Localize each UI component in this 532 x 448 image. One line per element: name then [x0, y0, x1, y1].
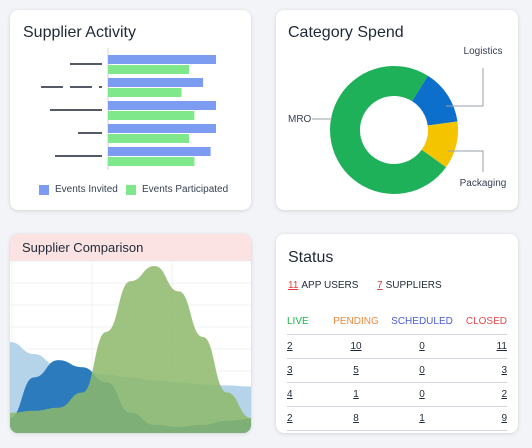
- status-table-header: LIVE PENDING SCHEDULED CLOSED: [287, 314, 507, 335]
- supplier-comparison-card: Supplier Comparison: [10, 234, 251, 433]
- table-row: 4 1 0 2: [287, 382, 507, 407]
- cell-scheduled[interactable]: 0: [385, 382, 459, 407]
- legend-swatch-participated: [126, 184, 136, 195]
- bar-events-invited: [108, 101, 216, 110]
- leader-line: [446, 68, 484, 107]
- cell-pending[interactable]: 8: [327, 406, 385, 431]
- suppliers-label: SUPPLIERS: [385, 280, 442, 291]
- slice-packaging: [421, 121, 458, 168]
- bar-events-participated: [108, 111, 195, 120]
- col-scheduled: SCHEDULED: [385, 314, 459, 335]
- cell-scheduled[interactable]: 0: [385, 334, 459, 359]
- cell-pending[interactable]: 10: [327, 334, 385, 359]
- legend-label-invited: Events Invited: [55, 184, 118, 195]
- supplier-comparison-chart: [10, 261, 251, 433]
- supplier-comparison-header: [10, 234, 251, 261]
- suppliers-count[interactable]: 7: [377, 280, 383, 291]
- cell-live[interactable]: 4: [287, 382, 327, 407]
- legend-events-invited: Events Invited: [39, 184, 118, 195]
- cell-closed[interactable]: 11: [459, 334, 507, 359]
- legend-swatch-invited: [39, 184, 49, 195]
- leader-line: [448, 150, 484, 172]
- slice-label-mro: MRO: [288, 114, 312, 125]
- cell-closed[interactable]: 2: [459, 382, 507, 407]
- supplier-comparison-title: Supplier Comparison: [22, 240, 144, 255]
- category-spend-card: Category Spend Logistics Packaging MRO: [276, 10, 518, 210]
- col-closed: CLOSED: [459, 314, 507, 335]
- status-card: Status 11 APP USERS 7 SUPPLIERS LIVE PENDI…: [276, 234, 518, 433]
- table-row: 2 8 1 9: [287, 406, 507, 431]
- slice-mro: [330, 66, 447, 195]
- supplier-activity-card: Supplier Activity Events Invited Events …: [10, 10, 251, 210]
- status-title: Status: [288, 249, 334, 266]
- bar-events-participated: [108, 157, 195, 166]
- col-live: LIVE: [287, 314, 327, 335]
- bar-events-invited: [108, 78, 204, 87]
- slice-label-logistics: Logistics: [464, 46, 503, 57]
- supplier-activity-chart: [41, 48, 216, 170]
- cell-live[interactable]: 2: [287, 406, 327, 431]
- bar-events-invited: [108, 147, 211, 156]
- category-spend-title: Category Spend: [288, 24, 404, 41]
- table-row: 2 10 0 11: [287, 334, 507, 359]
- cell-closed[interactable]: 9: [459, 406, 507, 431]
- summary-app-users[interactable]: 11 APP USERS: [288, 280, 358, 291]
- area-series-3: [10, 266, 251, 433]
- cell-scheduled[interactable]: 1: [385, 406, 459, 431]
- legend-events-participated: Events Participated: [126, 184, 228, 195]
- cell-live[interactable]: 2: [287, 334, 327, 359]
- summary-suppliers[interactable]: 7 SUPPLIERS: [377, 280, 442, 291]
- cell-pending[interactable]: 5: [327, 358, 385, 383]
- cell-pending[interactable]: 1: [327, 382, 385, 407]
- bar-events-participated: [108, 134, 189, 143]
- legend-label-participated: Events Participated: [142, 184, 229, 195]
- slice-label-packaging: Packaging: [460, 178, 507, 189]
- status-table: LIVE PENDING SCHEDULED CLOSED 2 10 0 11 …: [287, 314, 507, 431]
- slice-logistics: [412, 75, 458, 126]
- cell-scheduled[interactable]: 0: [385, 358, 459, 383]
- bar-events-invited: [108, 55, 216, 64]
- bar-events-invited: [108, 124, 216, 133]
- category-spend-chart: Logistics Packaging MRO: [288, 46, 507, 195]
- cell-closed[interactable]: 3: [459, 358, 507, 383]
- table-row: 3 5 0 3: [287, 358, 507, 383]
- supplier-activity-title: Supplier Activity: [23, 24, 136, 41]
- app-users-label: APP USERS: [301, 280, 359, 291]
- cell-live[interactable]: 3: [287, 358, 327, 383]
- bar-events-participated: [108, 65, 189, 74]
- app-users-count[interactable]: 11: [288, 280, 299, 291]
- col-pending: PENDING: [327, 314, 385, 335]
- bar-events-participated: [108, 88, 182, 97]
